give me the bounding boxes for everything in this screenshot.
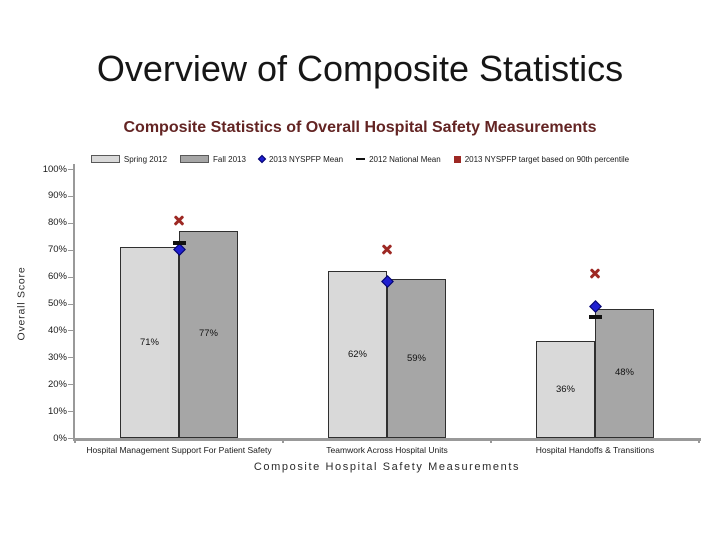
diamond-marker-icon [257,154,267,164]
bar-spring-2012 [328,271,387,438]
y-tick-label: 0% [53,432,67,444]
bar-value-label: 48% [614,367,634,379]
x-axis-tick [698,438,700,443]
legend-label: Spring 2012 [123,154,168,164]
x-marker-icon [173,214,185,226]
y-axis-tick [68,222,73,224]
x-axis-tick [282,438,284,443]
bar-value-label: 71% [139,336,159,348]
bar-fall-2013 [179,230,238,438]
y-axis-title: Overall Score [15,266,28,341]
legend-item-fall-2013: Fall 2013 [180,155,246,164]
category-label: Hospital Handoffs & Transitions [535,445,655,455]
bar-swatch-icon [180,155,210,163]
bar-value-label: 36% [555,383,575,395]
y-tick-label: 50% [47,298,67,309]
y-axis-tick [68,249,73,251]
legend-item-nyspfp-target: 2013 NYSPFP target based on 90th percent… [453,154,630,164]
y-tick-label: 100% [42,163,67,175]
legend-item-nyspfp-mean: 2013 NYSPFP Mean [257,154,344,164]
y-axis-tick [68,303,73,305]
y-axis-tick [68,438,73,439]
bar-swatch-icon [90,155,120,163]
x-axis-tick [490,438,492,443]
legend-item-spring-2012: Spring 2012 [90,154,168,164]
y-axis-tick [68,195,73,197]
x-marker-icon [381,244,393,256]
category-label: Teamwork Across Hospital Units [326,445,448,455]
plot-area: 100% 90% 80% 70% 60% 50% 40% 30% 20% 10% 0% 71% 77% H… [43,164,700,455]
square-marker-icon [453,155,461,163]
dash-marker-icon [172,241,186,245]
y-tick-label: 70% [47,244,67,256]
bar-fall-2013 [387,279,446,438]
y-axis-tick [68,169,73,170]
dash-marker-icon [588,315,602,319]
x-axis-tick [74,438,76,443]
page-title: Overview of Composite Statistics [96,48,624,89]
chart-title: Composite Statistics of Overall Hospital… [123,119,597,136]
legend-label: 2013 NYSPFP target based on 90th percent… [464,154,630,164]
legend-label: 2012 National Mean [369,154,441,164]
y-tick-label: 10% [47,405,67,417]
legend-item-national-mean: 2012 National Mean [356,155,441,164]
legend-label: Fall 2013 [213,154,246,164]
bar-spring-2012 [536,341,595,438]
chart-legend: Spring 2012 Fall 2013 2013 NYSPFP Mean 2… [0,152,720,166]
category-label: Hospital Management Support For Patient … [86,445,272,455]
x-axis-line [73,438,701,441]
x-axis-title: Composite Hospital Safety Measurements [253,461,521,473]
bar-spring-2012 [120,247,179,438]
y-axis-line [73,164,75,441]
y-tick-label: 80% [47,217,67,229]
y-tick-label: 40% [47,324,67,336]
y-axis-tick [68,357,73,359]
bar-value-label: 62% [347,348,367,360]
y-tick-label: 90% [47,190,67,202]
bar-value-label: 77% [198,328,218,340]
y-axis-tick [68,384,73,386]
y-tick-label: 20% [47,378,67,390]
x-marker-icon [589,268,601,280]
dash-marker-icon [356,158,366,160]
y-tick-label: 60% [47,271,67,283]
bar-value-label: 59% [406,352,426,364]
legend-label: 2013 NYSPFP Mean [268,154,344,164]
y-axis-tick [68,330,73,332]
bar-fall-2013 [595,308,654,438]
y-tick-label: 30% [47,351,67,363]
y-axis-tick [68,276,73,278]
y-axis-tick [68,411,73,413]
